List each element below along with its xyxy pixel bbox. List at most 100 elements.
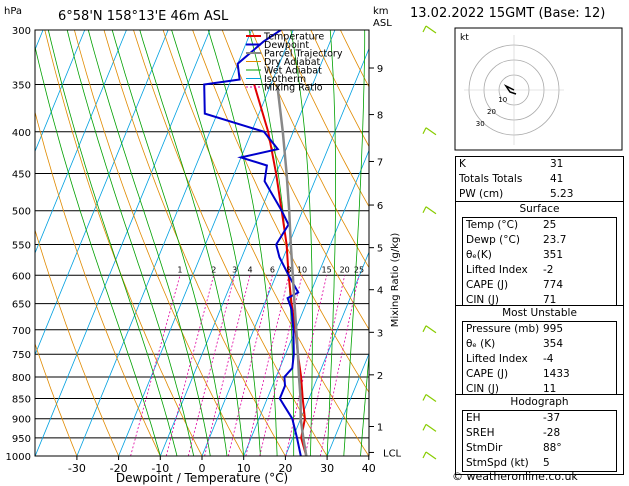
legend-entry: Parcel Trajectory [264,49,343,60]
legend-entry: Dewpoint [264,40,309,51]
temp-tick-label: 30 [320,462,334,475]
isotherm-line [35,30,169,356]
surface-value: 23.7 [543,234,567,246]
mixing-ratio-line [204,275,251,456]
wind-barb [422,423,437,432]
mu-value: 11 [543,383,557,395]
hodo-value: -28 [543,427,561,439]
hodograph-trace [503,84,517,95]
pressure-tick-label: 550 [12,240,31,251]
wet-adiabat-line [343,30,366,456]
km-tick-label: 6 [377,201,383,212]
mixing-ratio-label: 25 [354,265,364,274]
wet-adiabat-line [35,45,161,456]
mixing-ratio-label: 2 [211,265,216,274]
isotherm-line [35,30,211,456]
pressure-tick-label: 350 [12,81,31,92]
km-tick-label: 2 [377,371,383,382]
surface-label: θₑ(K) [466,249,492,261]
hodo-value: -37 [543,412,561,424]
isotherm-line [0,30,1,456]
most-unstable-title: Most Unstable [502,307,577,319]
wind-barb [422,127,437,136]
temp-tick-label: -30 [68,462,86,475]
index-row: Totals Totals 41 [456,172,623,187]
surface-label: Dewp (°C) [466,234,520,246]
km-tick-label: 9 [377,64,383,75]
lcl-label: LCL [383,448,402,459]
hodograph-frame [454,27,623,151]
wind-barb-flag [422,25,427,33]
mixing-ratio-line [227,275,273,456]
pressure-tick-label: 900 [12,415,31,426]
temp-tick-label: -10 [151,462,169,475]
dry-adiabat-line [35,110,161,456]
index-value: 41 [550,173,564,185]
isotherm-line [285,251,369,456]
index-value: 5.23 [550,188,574,200]
temp-tick-label: -20 [110,462,128,475]
mixing-ratio-label: 8 [286,265,291,274]
mu-value: 354 [543,338,564,350]
isotherm-line [35,30,86,153]
pressure-tick-label: 650 [12,300,31,311]
mu-row: CAPE (J) 1433 [463,367,616,382]
wind-barb [422,451,437,460]
temp-tick-label: 20 [278,462,292,475]
mixing-ratio-line [245,275,290,456]
wind-barb [422,394,437,402]
km-tick-label: 3 [377,328,383,339]
mixing-ratio-label: 6 [270,265,275,274]
wind-barb-staff [425,206,437,215]
hodograph-title: Hodograph [510,396,569,408]
dry-adiabat-line [133,30,328,456]
series-parcel-trajectory [275,84,308,456]
surface-value: -2 [543,264,554,276]
legend-entry: Temperature [263,32,324,43]
index-row: PW (cm) 5.23 [456,187,623,202]
hodo-label: StmSpd (kt) [466,457,529,469]
wind-barb-flag [422,424,427,431]
km-tick-label: 4 [377,286,383,297]
mu-value: -4 [543,353,554,365]
mu-label: CAPE (J) [466,368,509,380]
index-value: 31 [550,158,564,170]
mu-value: 995 [543,323,564,335]
surface-row: θₑ(K) 351 [463,248,616,263]
hodo-value: 88° [543,442,562,454]
wet-adiabat-line [87,30,211,456]
mu-value: 1433 [543,368,570,380]
pressure-tick-label: 750 [12,350,31,361]
mixing-ratio-line [165,275,215,456]
hodo-label: EH [466,412,481,424]
hodograph-stats-box: Hodograph EH -37 SREH -28 StmDir 88° StmSpd… [455,394,624,475]
pressure-tick-label: 500 [12,207,31,218]
wind-barb [422,325,437,334]
mu-row: Pressure (mb) 995 [463,322,616,337]
pressure-unit-label: hPa [4,6,22,17]
surface-value: 71 [543,294,557,306]
mixing-ratio-label: 3 [232,265,237,274]
isotherm-line [326,352,369,456]
legend-entry: Wet Adiabat [264,66,322,77]
hodo-row: StmSpd (kt) 5 [463,456,616,471]
surface-row: CIN (J) 71 [463,293,616,308]
wind-barb-flag [422,127,427,135]
wet-adiabat-line [66,30,195,456]
km-tick-label: 7 [377,157,383,168]
temp-tick-label: 10 [237,462,251,475]
km-tick-label: 5 [377,244,383,255]
pressure-tick-label: 450 [12,169,31,180]
hodograph-ring-label: 10 [498,96,507,104]
hodograph-ring-label: 30 [476,120,485,128]
most-unstable-table: Pressure (mb) 995 θₑ (K) 354 Lifted Index -… [462,321,617,398]
dry-adiabat-line [280,30,369,208]
hodo-value: 5 [543,457,550,469]
surface-box: Surface Temp (°C) 25 Dewp (°C) 23.7 θₑ(K) 3… [455,201,624,313]
surface-label: Temp (°C) [466,219,519,231]
wet-adiabat-line [47,30,178,456]
index-row: K 31 [456,157,623,172]
hodograph-ring-label: 20 [487,108,496,116]
mixing-ratio-line [304,275,346,456]
